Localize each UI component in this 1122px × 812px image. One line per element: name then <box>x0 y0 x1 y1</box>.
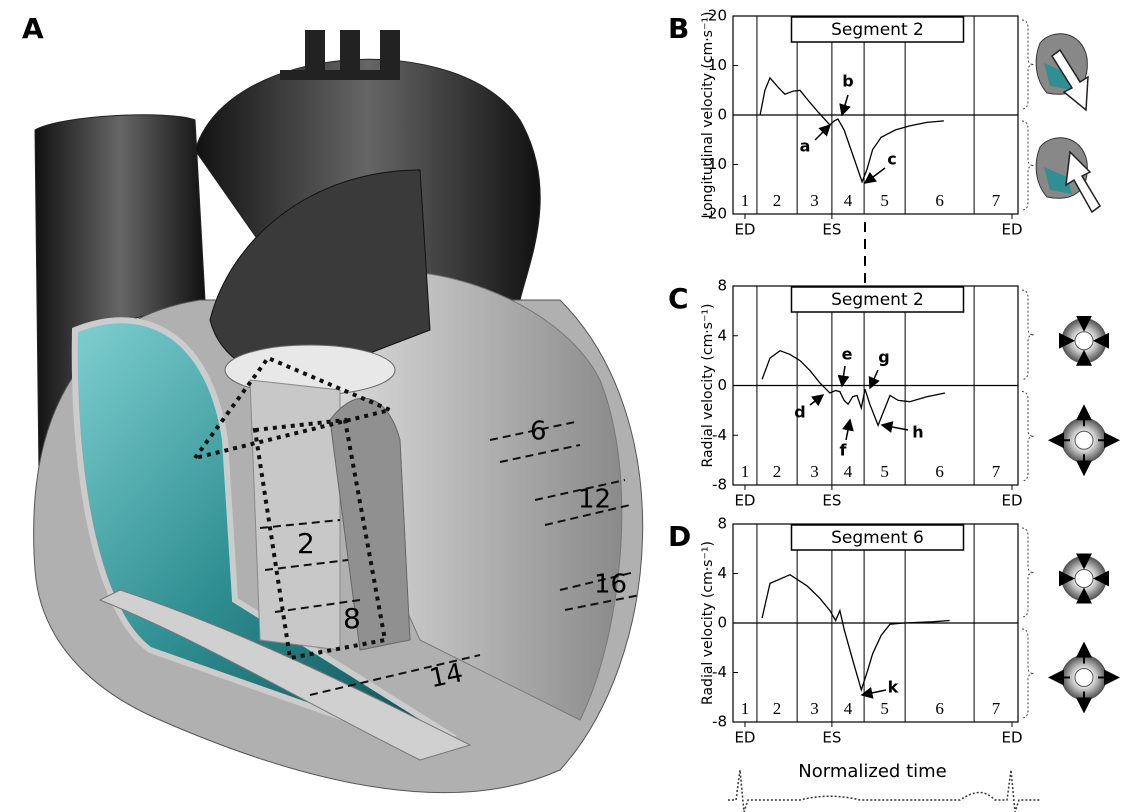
segment-label: 8 <box>343 602 361 635</box>
chart-title: Segment 2 <box>831 20 924 40</box>
phase-label: 7 <box>992 462 1001 481</box>
phase-label: 5 <box>880 699 889 718</box>
brace <box>1022 528 1034 617</box>
phase-label: 7 <box>992 699 1001 718</box>
segment-label: 6 <box>530 417 547 447</box>
phase-label: 1 <box>741 191 750 210</box>
phase-label: 5 <box>880 191 889 210</box>
x-axis-label: Normalized time <box>798 761 946 782</box>
brace <box>1022 20 1034 109</box>
panel-label: A <box>22 12 44 45</box>
y-tick-label: 0 <box>717 614 727 632</box>
annotation: k <box>888 678 899 697</box>
segment-label: 16 <box>594 570 627 600</box>
ring-hole <box>1075 431 1093 449</box>
x-tick-label: ES <box>822 492 841 510</box>
x-tick-label: ED <box>734 729 755 747</box>
heart-illustration <box>34 30 643 793</box>
ring-hole <box>1075 669 1093 687</box>
phase-label: 3 <box>810 699 819 718</box>
y-tick-label: -8 <box>712 713 727 731</box>
panel-label: C <box>668 282 689 315</box>
ring-icon <box>1050 406 1118 474</box>
phase-label: 4 <box>844 699 853 718</box>
heart-icon <box>1036 138 1100 212</box>
phase-label: 6 <box>935 462 944 481</box>
y-tick-label: 0 <box>717 376 727 394</box>
phase-label: 6 <box>935 191 944 210</box>
y-tick-label: 0 <box>717 106 727 124</box>
x-tick-label: ED <box>1001 729 1022 747</box>
x-tick-label: ED <box>734 221 755 239</box>
phase-label: 2 <box>773 191 782 210</box>
annotation: b <box>842 72 853 91</box>
phase-label: 2 <box>773 462 782 481</box>
y-tick-label: 4 <box>717 564 727 582</box>
phase-label: 4 <box>844 191 853 210</box>
x-tick-label: ED <box>1001 492 1022 510</box>
annotation: d <box>794 403 805 422</box>
phase-label: 2 <box>773 699 782 718</box>
phase-label: 6 <box>935 699 944 718</box>
x-tick-label: ES <box>822 221 841 239</box>
x-tick-label: ED <box>734 492 755 510</box>
y-axis-label: Radial velocity (cm·s⁻¹) <box>700 304 716 468</box>
annotation: g <box>878 348 889 367</box>
figure: A 2 8 6 12 16 14 1234567-20-1001020EDESE… <box>0 0 1122 812</box>
annotation: f <box>840 441 848 460</box>
chart-title: Segment 2 <box>831 290 924 310</box>
y-axis-label: Radial velocity (cm·s⁻¹) <box>700 541 716 705</box>
brace <box>1022 629 1034 718</box>
y-tick-label: 4 <box>717 326 727 344</box>
panel-label: B <box>668 12 689 45</box>
chart-title: Segment 6 <box>831 528 924 548</box>
y-axis-label: Longitudinal velocity (cm·s⁻¹) <box>700 12 716 219</box>
y-tick-label: 8 <box>717 515 727 533</box>
phase-label: 1 <box>741 462 750 481</box>
annotation: a <box>800 137 811 156</box>
phase-label: 3 <box>810 462 819 481</box>
brace <box>1022 290 1034 380</box>
ring-icon <box>1060 555 1108 603</box>
phase-label: 5 <box>880 462 889 481</box>
ring-icon <box>1050 644 1118 712</box>
annotation: h <box>912 423 923 442</box>
y-tick-label: -8 <box>712 476 727 494</box>
y-tick-label: 8 <box>717 277 727 295</box>
ring-icon <box>1060 317 1108 365</box>
segment-label: 2 <box>297 527 315 560</box>
annotation: c <box>887 150 896 169</box>
panel-label: D <box>668 520 691 553</box>
x-tick-label: ED <box>1001 221 1022 239</box>
brace <box>1022 121 1034 210</box>
segment-label: 12 <box>578 485 611 515</box>
annotation: e <box>842 345 853 364</box>
x-tick-label: ES <box>822 729 841 747</box>
phase-label: 1 <box>741 699 750 718</box>
brace <box>1022 392 1034 482</box>
ring-hole <box>1075 332 1093 350</box>
phase-label: 3 <box>810 191 819 210</box>
ring-hole <box>1075 570 1093 588</box>
phase-label: 4 <box>844 462 853 481</box>
heart-icon <box>1036 34 1088 110</box>
phase-label: 7 <box>992 191 1001 210</box>
